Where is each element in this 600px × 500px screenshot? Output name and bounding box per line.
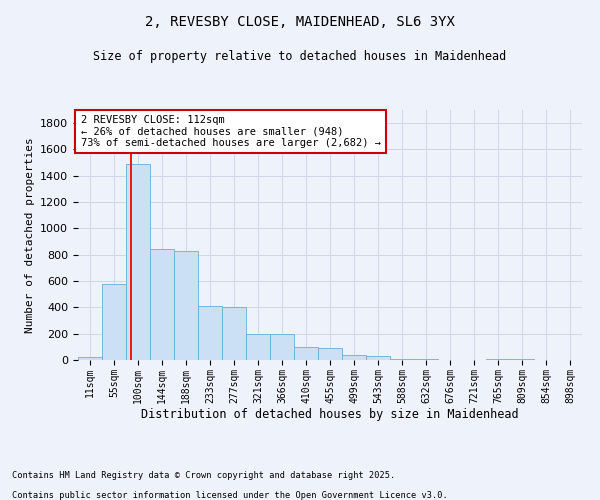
Text: Size of property relative to detached houses in Maidenhead: Size of property relative to detached ho… [94, 50, 506, 63]
X-axis label: Distribution of detached houses by size in Maidenhead: Distribution of detached houses by size … [141, 408, 519, 422]
Bar [126, 164, 150, 360]
Text: 2 REVESBY CLOSE: 112sqm
← 26% of detached houses are smaller (948)
73% of semi-d: 2 REVESBY CLOSE: 112sqm ← 26% of detache… [80, 115, 380, 148]
Bar [318, 348, 342, 360]
Bar [366, 356, 390, 360]
Bar [150, 250, 174, 360]
Bar [198, 306, 222, 360]
Bar [246, 334, 270, 360]
Y-axis label: Number of detached properties: Number of detached properties [25, 137, 35, 333]
Text: 2, REVESBY CLOSE, MAIDENHEAD, SL6 3YX: 2, REVESBY CLOSE, MAIDENHEAD, SL6 3YX [145, 15, 455, 29]
Bar [342, 356, 366, 360]
Bar [222, 306, 246, 360]
Bar [174, 251, 198, 360]
Bar [294, 347, 318, 360]
Bar [102, 284, 126, 360]
Text: Contains HM Land Registry data © Crown copyright and database right 2025.: Contains HM Land Registry data © Crown c… [12, 471, 395, 480]
Bar [78, 358, 102, 360]
Text: Contains public sector information licensed under the Open Government Licence v3: Contains public sector information licen… [12, 491, 448, 500]
Bar [270, 334, 294, 360]
